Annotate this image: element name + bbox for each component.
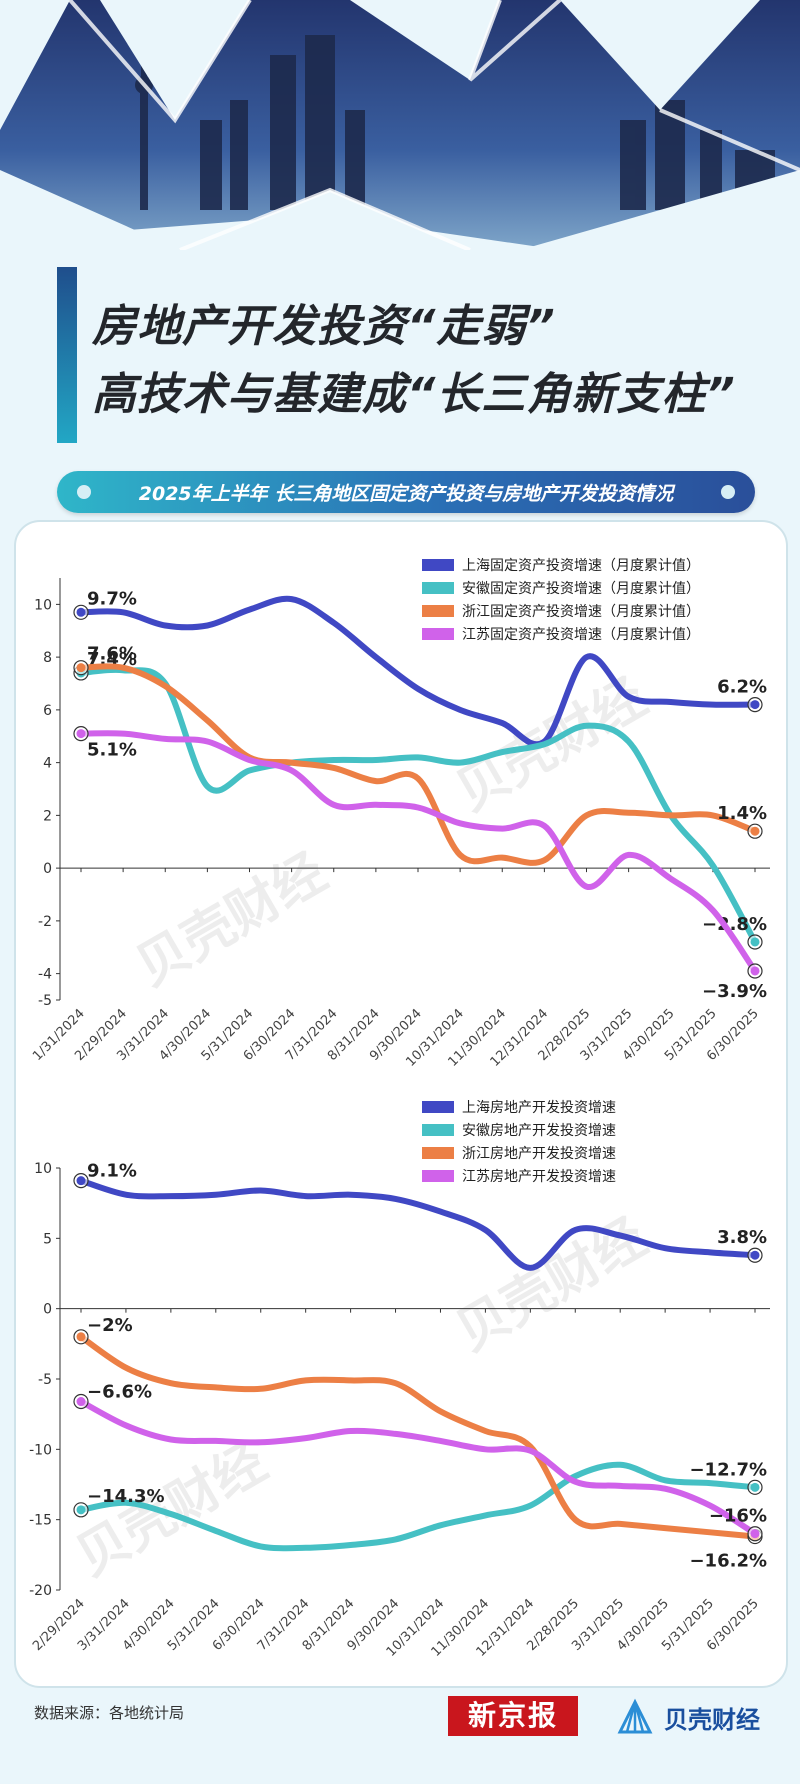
skyline-icon xyxy=(135,35,775,210)
title-line-1: 房地产开发投资“走弱” xyxy=(92,301,556,352)
legend-entry: 江苏固定资产投资增速（月度累计值） xyxy=(462,627,700,643)
legend-swatch xyxy=(422,582,454,594)
data-label: −16.2% xyxy=(689,1551,767,1572)
data-label: 9.7% xyxy=(87,588,137,609)
watermark-text: 贝壳财经 xyxy=(126,842,336,998)
data-label: −14.3% xyxy=(87,1486,165,1507)
data-label: −2.8% xyxy=(702,914,767,935)
y-tick-label: -5 xyxy=(38,1372,52,1388)
endpoint-dot xyxy=(750,1250,760,1260)
data-label: 5.1% xyxy=(87,740,137,761)
endpoint-dot xyxy=(76,1505,86,1515)
y-tick-label: 8 xyxy=(43,650,52,666)
header-banner xyxy=(0,0,800,250)
legend-entry: 浙江固定资产投资增速（月度累计值） xyxy=(462,604,700,620)
data-label: 7.6% xyxy=(87,644,137,665)
endpoint-dot xyxy=(76,1397,86,1407)
subtitle-pill: 2025年上半年 长三角地区固定资产投资与房地产开发投资情况 xyxy=(57,471,755,513)
endpoint-dot xyxy=(76,1176,86,1186)
endpoint-dot xyxy=(750,1529,760,1539)
endpoint-dot xyxy=(750,1482,760,1492)
endpoint-dot xyxy=(750,700,760,710)
watermark-text: 贝壳财经 xyxy=(446,1207,656,1363)
legend-swatch xyxy=(422,559,454,571)
legend-entry: 安徽房地产开发投资增速 xyxy=(462,1123,616,1139)
endpoint-dot xyxy=(76,1332,86,1342)
y-tick-label: 6 xyxy=(43,703,52,719)
chart-subtitle: 2025年上半年 长三角地区固定资产投资与房地产开发投资情况 xyxy=(138,483,674,505)
chart-1: 1086420-2-4-51/31/20242/29/20243/31/2024… xyxy=(30,558,770,1070)
y-tick-label: 4 xyxy=(43,756,52,772)
data-label: −16% xyxy=(709,1506,767,1527)
data-label: −3.9% xyxy=(702,981,767,1002)
xjb-logo: 新京报 xyxy=(448,1696,578,1736)
series-line-anhui xyxy=(78,666,758,945)
series-line-anhui xyxy=(78,1461,758,1552)
legend-swatch xyxy=(422,1101,454,1113)
title-accent-bar xyxy=(57,267,77,443)
pill-dot-left xyxy=(77,485,91,499)
y-tick-label: 10 xyxy=(34,597,52,613)
y-tick-label: -5 xyxy=(38,993,52,1009)
beike-shell-icon xyxy=(617,1698,653,1734)
data-label: 1.4% xyxy=(717,803,767,824)
legend-swatch xyxy=(422,1124,454,1136)
chart-card xyxy=(14,520,788,1688)
y-tick-label: 5 xyxy=(43,1231,52,1247)
series-line-shanghai xyxy=(78,1177,758,1271)
series-line-jiangsu xyxy=(78,1398,758,1537)
series-line-shanghai xyxy=(78,595,758,748)
series-line-jiangsu xyxy=(78,730,758,974)
beike-logo-text: 贝壳财经 xyxy=(664,1706,760,1734)
watermark-text: 贝壳财经 xyxy=(66,1432,276,1588)
endpoint-dot xyxy=(750,937,760,947)
title-line-2: 高技术与基建成“长三角新支柱” xyxy=(92,369,736,420)
endpoint-dot xyxy=(76,663,86,673)
y-tick-label: -10 xyxy=(29,1442,52,1458)
pill-dot-right xyxy=(721,485,735,499)
legend-swatch xyxy=(422,1170,454,1182)
y-tick-label: -20 xyxy=(29,1583,52,1599)
y-tick-label: 2 xyxy=(43,808,52,824)
data-label: −6.6% xyxy=(87,1382,152,1403)
series-line-zhejiang xyxy=(78,1333,758,1540)
legend-swatch xyxy=(422,605,454,617)
y-tick-label: 0 xyxy=(43,1302,52,1318)
legend-entry: 浙江房地产开发投资增速 xyxy=(462,1146,616,1162)
y-tick-label: -15 xyxy=(29,1513,52,1529)
data-label: 3.8% xyxy=(717,1227,767,1248)
y-tick-label: -4 xyxy=(38,967,52,983)
y-tick-label: 10 xyxy=(34,1161,52,1177)
y-tick-label: 0 xyxy=(43,861,52,877)
data-label: −2% xyxy=(87,1315,133,1336)
endpoint-dot xyxy=(750,966,760,976)
endpoint-dot xyxy=(750,826,760,836)
endpoint-dot xyxy=(76,729,86,739)
legend-entry: 安徽固定资产投资增速（月度累计值） xyxy=(462,581,700,597)
legend-entry: 上海固定资产投资增速（月度累计值） xyxy=(462,558,700,574)
chart-2: 1050-5-10-15-202/29/20243/31/20244/30/20… xyxy=(29,1100,770,1660)
data-label: 6.2% xyxy=(717,677,767,698)
legend-entry: 江苏房地产开发投资增速 xyxy=(462,1169,616,1185)
series-line-zhejiang xyxy=(78,663,758,866)
y-tick-label: -2 xyxy=(38,914,52,930)
data-label: 9.1% xyxy=(87,1161,137,1182)
legend-swatch xyxy=(422,628,454,640)
endpoint-dot xyxy=(76,607,86,617)
data-label: −12.7% xyxy=(689,1459,767,1480)
legend-entry: 上海房地产开发投资增速 xyxy=(462,1100,616,1116)
legend-swatch xyxy=(422,1147,454,1159)
data-source: 数据来源：各地统计局 xyxy=(34,1704,185,1722)
